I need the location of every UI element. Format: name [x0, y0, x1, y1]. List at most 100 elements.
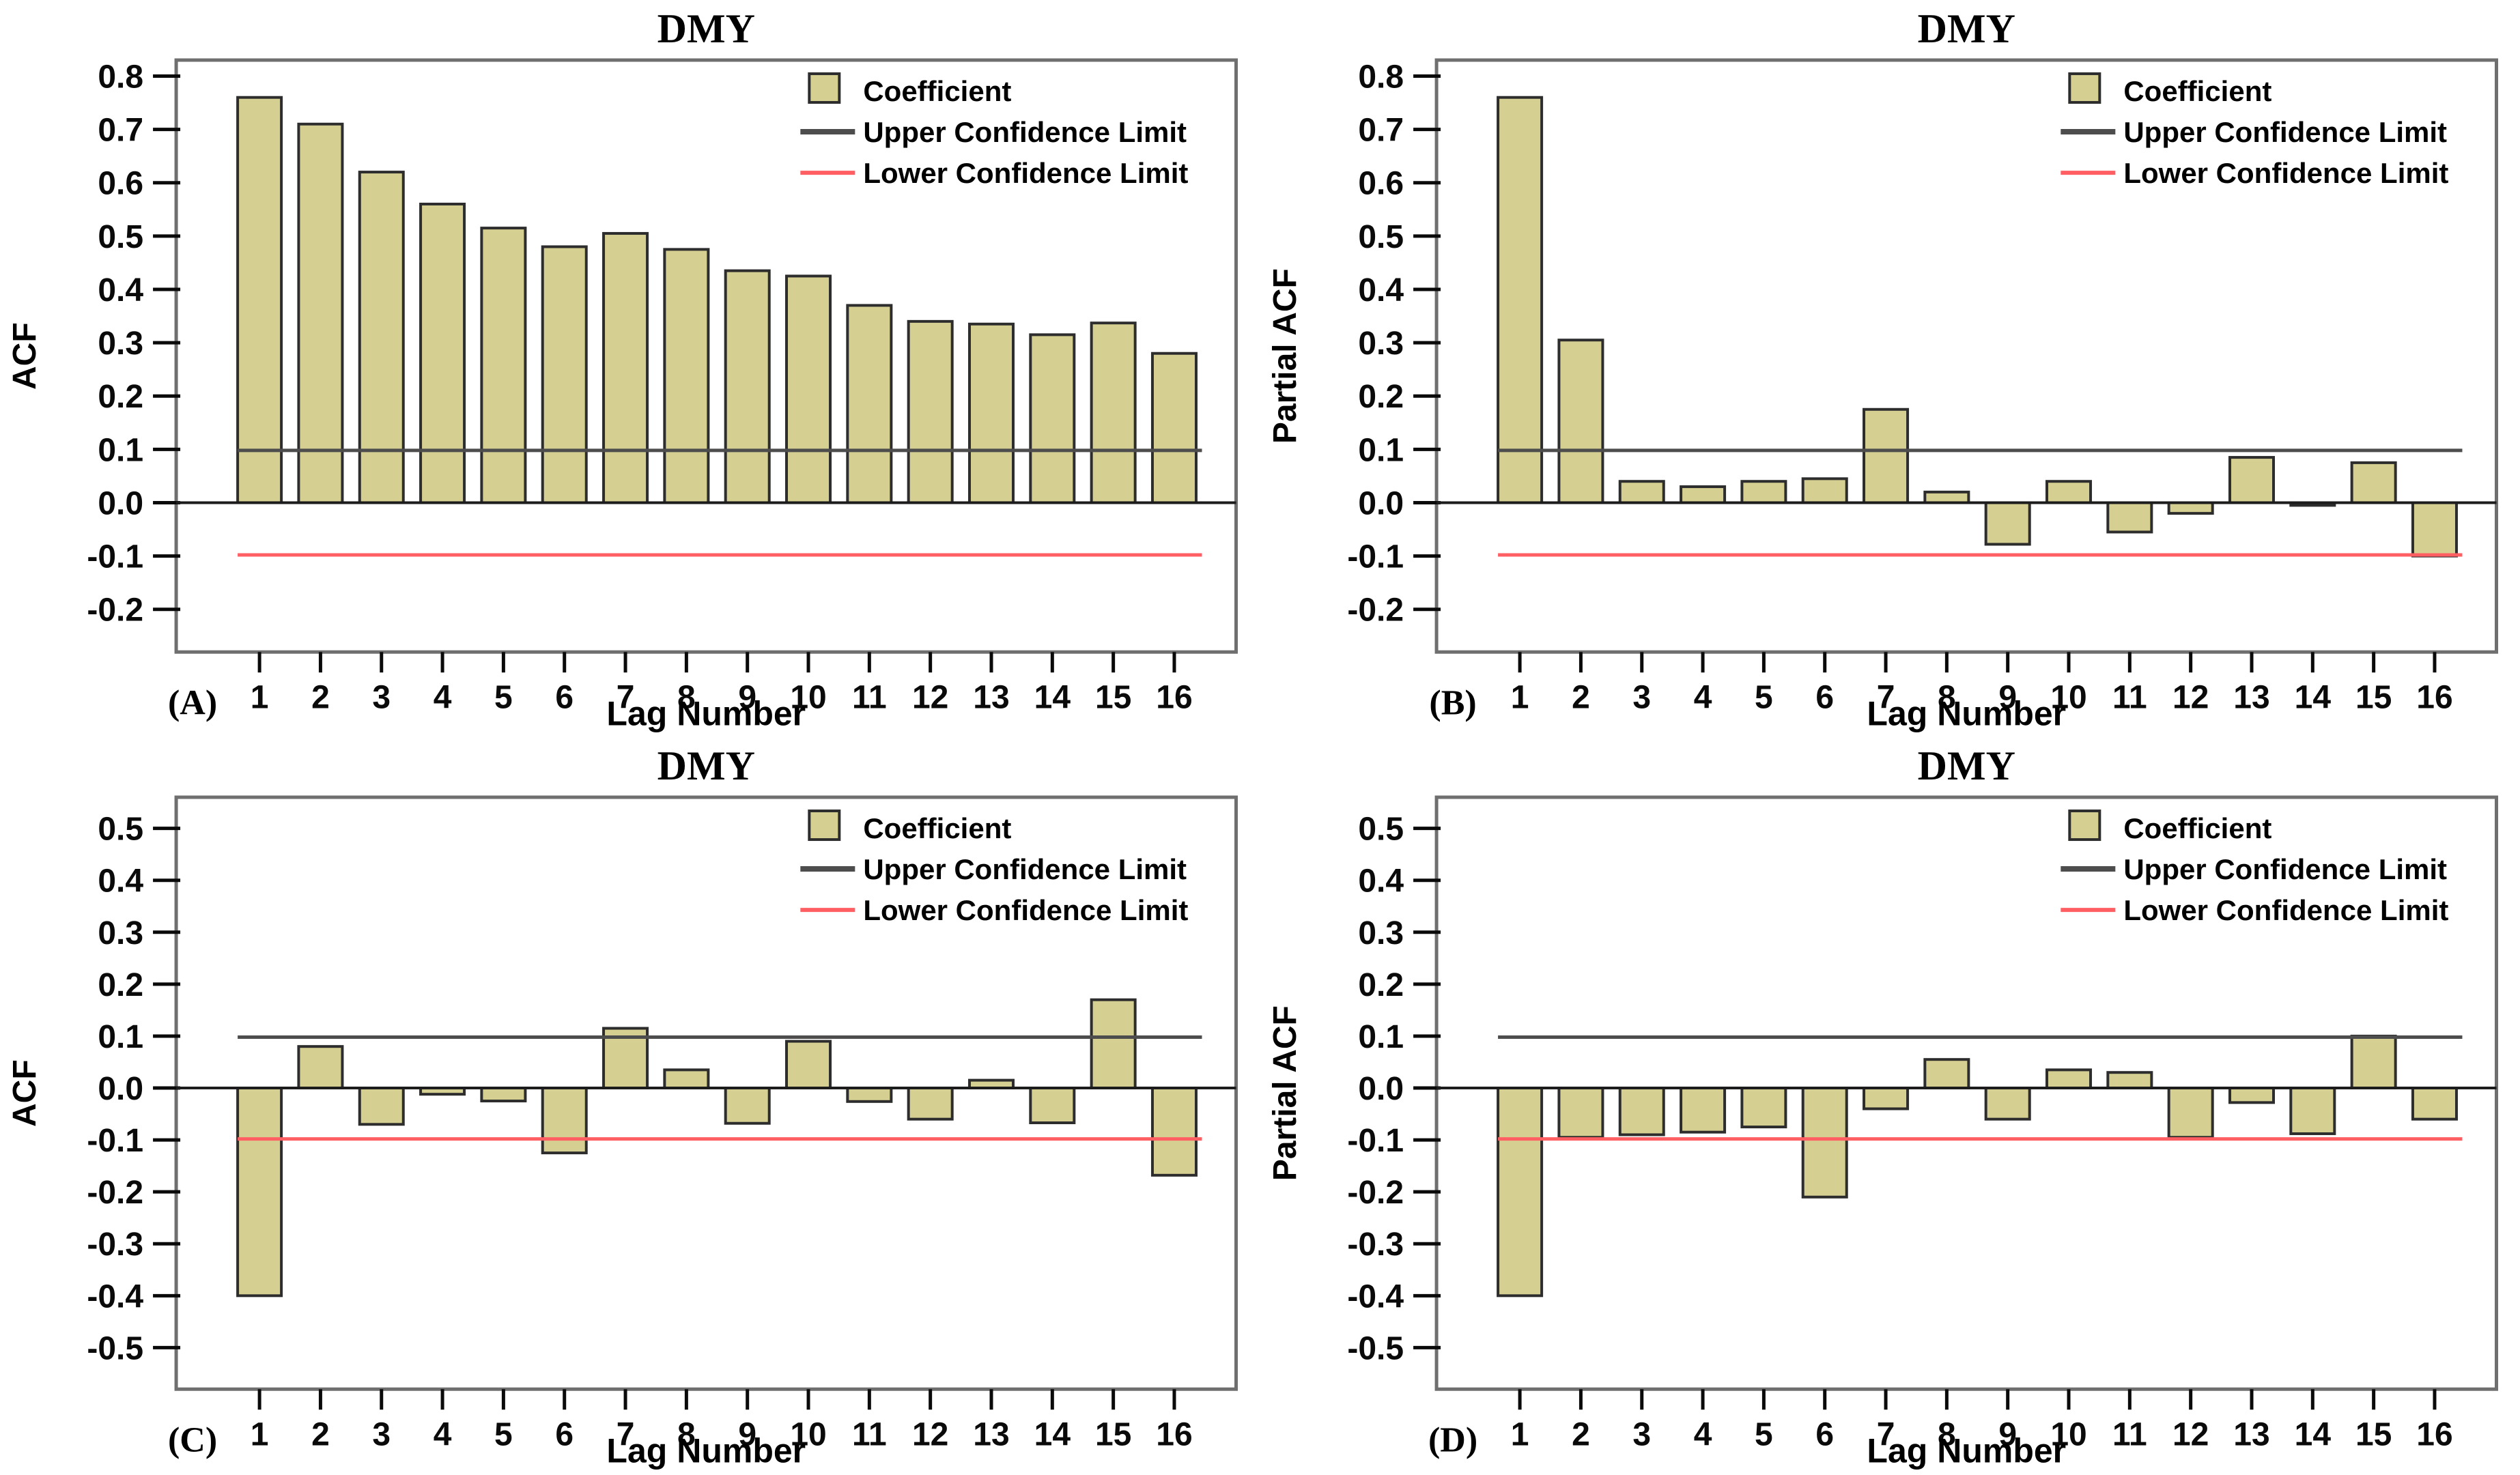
x-tick-label: 11	[2112, 679, 2147, 715]
y-tick-label: 0.5	[98, 219, 143, 255]
y-tick-label: -0.4	[87, 1279, 143, 1315]
x-tick-label: 2	[311, 1417, 330, 1453]
y-tick-label: -0.3	[1347, 1227, 1404, 1263]
y-tick-label: 0.0	[98, 485, 143, 521]
y-axis-label: ACF	[7, 322, 43, 390]
legend-coefficient-swatch	[809, 811, 839, 840]
coefficient-bar-lag-11	[847, 305, 891, 502]
y-tick-label: 0.5	[1358, 219, 1404, 255]
coefficient-bar-lag-2	[1559, 1088, 1602, 1137]
coefficient-bar-lag-12	[909, 321, 952, 503]
x-tick-label: 12	[2172, 679, 2208, 715]
coefficient-bar-lag-15	[2351, 463, 2395, 503]
coefficient-bar-lag-12	[909, 1088, 952, 1119]
x-tick-label: 3	[372, 1417, 391, 1453]
y-axis-label: Partial ACF	[1267, 268, 1303, 444]
coefficient-bar-lag-5	[1742, 1088, 1785, 1127]
x-tick-label: 14	[2294, 1417, 2331, 1453]
x-tick-label: 3	[1632, 679, 1651, 715]
panel-label: (A)	[168, 683, 217, 722]
y-axis-label: Partial ACF	[1267, 1005, 1303, 1181]
coefficient-bar-lag-16	[2412, 1088, 2456, 1119]
coefficient-bar-lag-15	[2351, 1036, 2395, 1088]
y-tick-label: 0.5	[98, 812, 143, 848]
x-axis-label: Lag Number	[1867, 1432, 2066, 1470]
coefficient-bar-lag-14	[1030, 334, 1074, 502]
y-tick-label: -0.2	[87, 592, 143, 629]
x-tick-label: 13	[2233, 679, 2269, 715]
coefficient-bar-lag-11	[2108, 502, 2151, 532]
x-tick-label: 13	[973, 1417, 1009, 1453]
coefficient-bar-lag-5	[481, 1088, 525, 1101]
x-tick-label: 5	[494, 679, 513, 715]
legend-label-coefficient: Coefficient	[2123, 75, 2271, 107]
x-tick-label: 13	[973, 679, 1009, 715]
coefficient-bar-lag-6	[543, 246, 586, 502]
x-tick-label: 12	[912, 679, 948, 715]
legend-coefficient-swatch	[2069, 811, 2099, 840]
x-tick-label: 11	[852, 679, 887, 715]
coefficient-bar-lag-1	[238, 1088, 281, 1295]
coefficient-bar-lag-5	[1742, 481, 1785, 502]
coefficient-bar-lag-12	[2168, 502, 2212, 513]
legend-label-ucl: Upper Confidence Limit	[2123, 116, 2447, 148]
panel-label: (D)	[1428, 1421, 1477, 1460]
y-tick-label: 0.6	[98, 166, 143, 202]
coefficient-bar-lag-16	[1152, 354, 1196, 503]
coefficient-bar-lag-2	[1559, 340, 1602, 502]
x-tick-label: 15	[1095, 679, 1131, 715]
y-tick-label: 0.4	[98, 863, 143, 900]
y-tick-label: 0.8	[98, 59, 143, 95]
coefficient-bar-lag-6	[1802, 478, 1846, 502]
x-tick-label: 14	[2294, 679, 2331, 715]
legend-label-lcl: Lower Confidence Limit	[863, 157, 1188, 189]
y-tick-label: 0.4	[1358, 272, 1404, 309]
coefficient-bar-lag-16	[2412, 502, 2456, 556]
coefficient-bar-lag-3	[1619, 1088, 1663, 1134]
coefficient-bar-lag-11	[847, 1088, 891, 1102]
legend-label-lcl: Lower Confidence Limit	[2123, 894, 2448, 926]
x-tick-label: 16	[1156, 679, 1192, 715]
y-tick-label: 0.2	[98, 379, 143, 415]
x-tick-label: 4	[1693, 679, 1712, 715]
coefficient-bar-lag-8	[664, 249, 708, 502]
y-tick-label: -0.5	[1347, 1331, 1404, 1367]
y-tick-label: -0.5	[87, 1331, 143, 1367]
coefficient-bar-lag-3	[1619, 481, 1663, 502]
legend-coefficient-swatch	[809, 74, 839, 102]
coefficient-bar-lag-4	[1681, 1088, 1725, 1132]
x-tick-label: 4	[1693, 1417, 1712, 1453]
chart-title: DMY	[657, 743, 755, 788]
x-tick-label: 5	[1755, 679, 1773, 715]
coefficient-bar-lag-9	[726, 1088, 769, 1123]
y-tick-label: 0.4	[1358, 863, 1404, 900]
x-tick-label: 6	[555, 1417, 574, 1453]
coefficient-bar-lag-10	[2047, 481, 2091, 502]
coefficient-bar-lag-7	[604, 233, 647, 503]
y-tick-label: 0.8	[1358, 59, 1404, 95]
x-tick-label: 6	[555, 679, 574, 715]
x-axis-label: Lag Number	[606, 1432, 806, 1470]
x-tick-label: 13	[2233, 1417, 2269, 1453]
coefficient-bar-lag-10	[2047, 1070, 2091, 1089]
coefficient-bar-lag-10	[787, 1042, 830, 1088]
y-axis-label: ACF	[7, 1060, 43, 1128]
coefficient-bar-lag-8	[664, 1070, 708, 1089]
x-axis-label: Lag Number	[1867, 694, 2066, 732]
coefficient-bar-lag-10	[787, 276, 830, 502]
y-tick-label: 0.1	[1358, 1019, 1404, 1055]
x-tick-label: 14	[1034, 679, 1071, 715]
legend-label-lcl: Lower Confidence Limit	[2123, 157, 2448, 189]
legend-coefficient-swatch	[2069, 74, 2099, 102]
coefficient-bar-lag-6	[543, 1088, 586, 1153]
y-tick-label: 0.2	[98, 967, 143, 1003]
panel-label: (C)	[168, 1421, 217, 1460]
y-tick-label: -0.2	[1347, 592, 1404, 629]
y-tick-label: 0.6	[1358, 166, 1404, 202]
legend-label-coefficient: Coefficient	[863, 812, 1011, 844]
chart-title: DMY	[657, 6, 755, 51]
x-tick-label: 2	[1572, 679, 1590, 715]
